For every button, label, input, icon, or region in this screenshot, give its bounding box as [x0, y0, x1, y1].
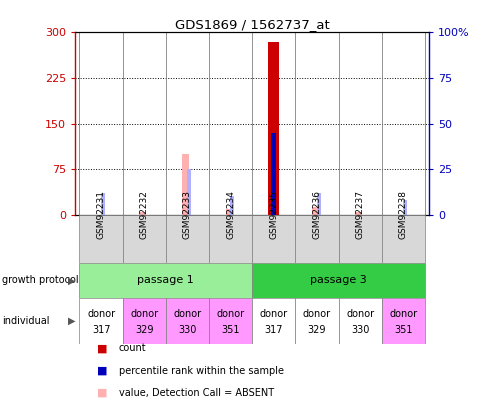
- Text: GSM92235: GSM92235: [269, 190, 278, 239]
- Text: donor: donor: [216, 309, 244, 319]
- Bar: [209, 215, 252, 263]
- Bar: [209, 298, 252, 344]
- Text: count: count: [119, 343, 146, 353]
- Text: 351: 351: [221, 325, 240, 335]
- Text: 317: 317: [91, 325, 110, 335]
- Text: ■: ■: [97, 388, 107, 398]
- Bar: [295, 215, 338, 263]
- Bar: [122, 215, 166, 263]
- Bar: [252, 298, 295, 344]
- Bar: [402, 200, 407, 215]
- Text: donor: donor: [346, 309, 374, 319]
- Bar: [166, 298, 209, 344]
- Text: GSM92237: GSM92237: [355, 190, 364, 239]
- Text: percentile rank within the sample: percentile rank within the sample: [119, 366, 283, 375]
- Bar: [252, 263, 424, 298]
- Bar: [381, 298, 424, 344]
- Text: ▶: ▶: [68, 275, 76, 286]
- Text: donor: donor: [173, 309, 201, 319]
- Bar: [166, 215, 209, 263]
- Text: ▶: ▶: [68, 316, 76, 326]
- Text: value, Detection Call = ABSENT: value, Detection Call = ABSENT: [119, 388, 273, 398]
- Title: GDS1869 / 1562737_at: GDS1869 / 1562737_at: [174, 18, 329, 31]
- Text: passage 3: passage 3: [310, 275, 366, 286]
- Text: GSM92238: GSM92238: [398, 190, 407, 239]
- Bar: [225, 209, 232, 215]
- Text: 330: 330: [178, 325, 196, 335]
- Bar: [271, 133, 276, 215]
- Bar: [182, 154, 189, 215]
- Bar: [79, 263, 252, 298]
- Text: donor: donor: [259, 309, 287, 319]
- Text: ■: ■: [97, 366, 107, 375]
- Text: GSM92236: GSM92236: [312, 190, 321, 239]
- Text: donor: donor: [130, 309, 158, 319]
- Text: 329: 329: [135, 325, 153, 335]
- Text: growth protocol: growth protocol: [2, 275, 79, 286]
- Bar: [101, 193, 105, 215]
- Bar: [79, 298, 122, 344]
- Text: 330: 330: [350, 325, 369, 335]
- Text: 329: 329: [307, 325, 326, 335]
- Bar: [122, 298, 166, 344]
- Text: GSM92232: GSM92232: [139, 190, 149, 239]
- Text: donor: donor: [87, 309, 115, 319]
- Text: passage 1: passage 1: [137, 275, 194, 286]
- Bar: [79, 215, 122, 263]
- Bar: [252, 215, 295, 263]
- Bar: [187, 169, 191, 215]
- Bar: [230, 196, 234, 215]
- Bar: [338, 298, 381, 344]
- Bar: [311, 207, 318, 215]
- Bar: [316, 193, 320, 215]
- Bar: [139, 211, 146, 215]
- Text: GSM92231: GSM92231: [96, 190, 106, 239]
- Text: ■: ■: [97, 343, 107, 353]
- Bar: [268, 41, 279, 215]
- Text: donor: donor: [389, 309, 417, 319]
- Text: GSM92234: GSM92234: [226, 190, 235, 239]
- Bar: [381, 215, 424, 263]
- Text: individual: individual: [2, 316, 50, 326]
- Bar: [338, 215, 381, 263]
- Text: GSM92233: GSM92233: [182, 190, 192, 239]
- Text: donor: donor: [302, 309, 331, 319]
- Bar: [354, 211, 361, 215]
- Text: 317: 317: [264, 325, 283, 335]
- Text: 351: 351: [393, 325, 412, 335]
- Bar: [295, 298, 338, 344]
